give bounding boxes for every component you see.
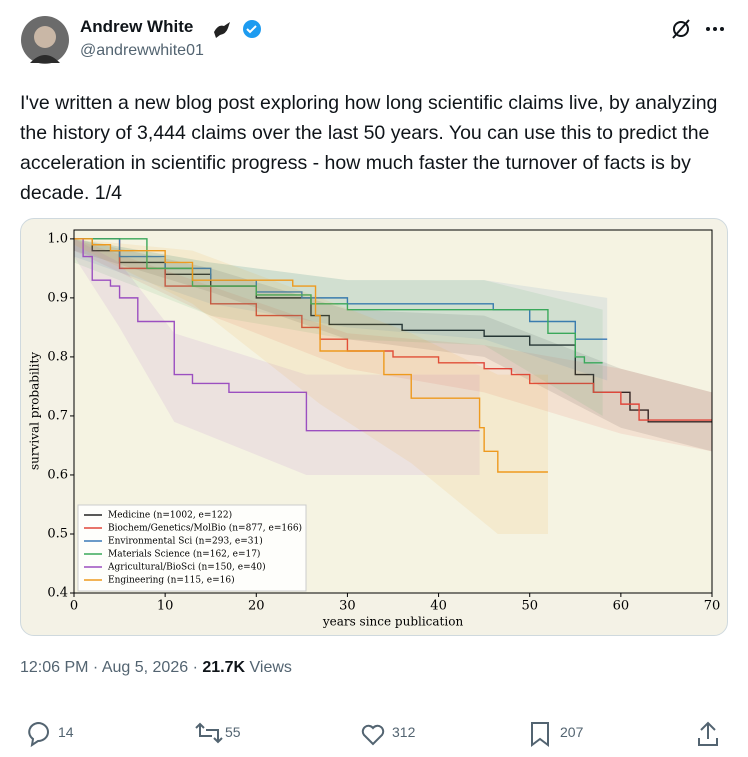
y-axis-label: survival probability bbox=[28, 352, 42, 470]
y-tick-label: 0.8 bbox=[47, 349, 68, 364]
x-tick-label: 0 bbox=[70, 599, 78, 614]
confidence-band bbox=[74, 238, 712, 452]
bookmark-count[interactable]: 207 bbox=[560, 724, 584, 740]
confidence-band bbox=[74, 238, 480, 475]
y-tick-label: 0.9 bbox=[47, 290, 68, 305]
x-tick-label: 60 bbox=[613, 599, 630, 614]
badges bbox=[214, 20, 261, 38]
y-tick-label: 0.7 bbox=[47, 408, 68, 423]
chart: years since publication survival probabi… bbox=[28, 229, 721, 629]
views-count: 21.7K bbox=[202, 659, 246, 676]
post-meta: 12:06 PM · Aug 5, 2026 · 21.7K Views bbox=[20, 659, 292, 677]
like-count[interactable]: 312 bbox=[392, 724, 416, 740]
x-axis-label: years since publication bbox=[322, 615, 464, 629]
y-tick-label: 1.0 bbox=[47, 231, 68, 246]
survival-line bbox=[74, 238, 480, 432]
legend-label: Biochem/Genetics/MolBio (n=877, e=166) bbox=[108, 523, 302, 534]
y-tick-label: 0.6 bbox=[47, 467, 68, 482]
confidence-band bbox=[74, 238, 548, 534]
legend-label: Medicine (n=1002, e=122) bbox=[108, 510, 232, 521]
repost-count[interactable]: 55 bbox=[225, 724, 241, 740]
chart-card[interactable]: years since publication survival probabi… bbox=[20, 218, 728, 636]
plot-frame bbox=[73, 229, 713, 594]
timestamp[interactable]: 12:06 PM · Aug 5, 2026 · bbox=[20, 659, 198, 676]
survival-line bbox=[74, 238, 712, 421]
survival-line bbox=[74, 238, 603, 364]
action-icons bbox=[28, 721, 718, 748]
top-icons[interactable] bbox=[670, 18, 730, 40]
y-tick-label: 0.5 bbox=[47, 526, 68, 541]
survival-line bbox=[74, 238, 548, 473]
author-name[interactable]: Andrew White bbox=[80, 17, 194, 36]
views-label: Views bbox=[249, 659, 292, 676]
x-tick-label: 50 bbox=[521, 599, 538, 614]
legend-label: Agricultural/BioSci (n=150, e=40) bbox=[107, 562, 266, 573]
legend-label: Environmental Sci (n=293, e=31) bbox=[108, 536, 263, 547]
avatar[interactable] bbox=[20, 15, 70, 65]
legend-label: Engineering (n=115, e=16) bbox=[108, 575, 235, 586]
confidence-band bbox=[74, 238, 608, 381]
x-tick-label: 20 bbox=[248, 599, 265, 614]
confidence-band bbox=[74, 238, 603, 416]
x-tick-label: 70 bbox=[704, 599, 721, 614]
author-handle[interactable]: @andrewwhite01 bbox=[80, 42, 204, 59]
y-tick-label: 0.4 bbox=[47, 586, 68, 601]
reply-count[interactable]: 14 bbox=[58, 724, 74, 740]
post-text: I've written a new blog post exploring h… bbox=[20, 92, 718, 204]
legend-label: Materials Science (n=162, e=17) bbox=[108, 549, 260, 560]
x-tick-label: 40 bbox=[430, 599, 447, 614]
x-tick-label: 30 bbox=[339, 599, 356, 614]
x-tick-label: 10 bbox=[157, 599, 174, 614]
legend-box bbox=[77, 504, 307, 592]
